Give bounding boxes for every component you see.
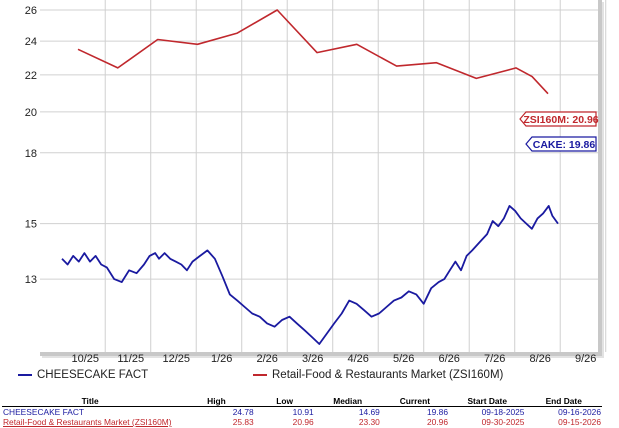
legend-label-market: Retail-Food & Restaurants Market (ZSI160… bbox=[272, 369, 504, 381]
end-labels: ZSI160M: 20.96 CAKE: 19.86 bbox=[519, 111, 599, 152]
x-tick-label: 12/25 bbox=[162, 353, 190, 365]
x-tick-label: 5/26 bbox=[393, 353, 414, 365]
row-end: 09-16-2026 bbox=[525, 406, 602, 417]
col-low: Low bbox=[276, 396, 294, 406]
row-high: 25.83 bbox=[232, 417, 254, 427]
x-tick-label: 3/26 bbox=[302, 353, 323, 365]
summary-table: Title High Low Median Current Start Date… bbox=[2, 396, 602, 427]
table-row: Retail-Food & Restaurants Market (ZSI160… bbox=[2, 417, 602, 427]
x-tick-label: 1/26 bbox=[211, 353, 232, 365]
series-lines bbox=[61, 9, 559, 345]
col-median: Median bbox=[333, 396, 363, 406]
col-title: Title bbox=[81, 396, 99, 406]
x-tick-label: 2/26 bbox=[257, 353, 278, 365]
legend-item-market: Retail-Food & Restaurants Market (ZSI160… bbox=[253, 368, 503, 382]
row-title: CHEESECAKE FACT bbox=[2, 406, 179, 417]
y-tick-label: 18 bbox=[25, 148, 37, 160]
col-high: High bbox=[207, 396, 226, 406]
col-current: Current bbox=[399, 396, 430, 406]
end-label-text: ZSI160M: 20.96 bbox=[523, 114, 598, 126]
row-current: 20.96 bbox=[427, 417, 448, 427]
series-line-cake bbox=[61, 204, 559, 345]
row-end: 09-15-2026 bbox=[558, 417, 601, 427]
x-tick-label: 11/25 bbox=[117, 353, 144, 365]
end-label-box bbox=[525, 136, 597, 152]
x-tick-label: 9/26 bbox=[575, 353, 596, 365]
row-low: 10.91 bbox=[254, 406, 315, 417]
y-tick-label: 24 bbox=[25, 36, 37, 48]
y-axis-ticks: 13 15 18 20 22 24 26 bbox=[25, 5, 37, 286]
table-header-row: Title High Low Median Current Start Date… bbox=[2, 396, 602, 407]
x-tick-label: 6/26 bbox=[439, 353, 460, 365]
legend-label-cake: CHEESECAKE FACT bbox=[37, 369, 149, 381]
col-end-date: End Date bbox=[545, 396, 582, 406]
col-start-date: Start Date bbox=[467, 396, 507, 406]
row-median: 23.30 bbox=[358, 417, 380, 427]
series-line-market bbox=[77, 9, 549, 95]
x-axis-ticks: 10/25 11/25 12/25 1/26 2/26 3/26 4/26 5/26 6/26 7… bbox=[71, 353, 596, 365]
row-high: 24.78 bbox=[178, 406, 255, 417]
x-tick-label: 8/26 bbox=[530, 353, 551, 365]
end-label-text: CAKE: 19.86 bbox=[533, 139, 596, 151]
legend-item-cake: CHEESECAKE FACT bbox=[18, 368, 148, 382]
row-low: 20.96 bbox=[292, 417, 314, 427]
legend-swatch-cake bbox=[18, 374, 32, 376]
row-start: 09-18-2025 bbox=[448, 406, 526, 417]
row-start: 09-30-2025 bbox=[481, 417, 525, 427]
end-label-box bbox=[519, 111, 597, 127]
y-tick-label: 20 bbox=[25, 107, 37, 119]
x-tick-label: 4/26 bbox=[348, 353, 369, 365]
plot-frame bbox=[40, 0, 602, 356]
gridlines bbox=[40, 0, 607, 352]
y-tick-label: 15 bbox=[25, 219, 37, 231]
x-tick-label: 10/25 bbox=[71, 353, 99, 365]
row-current: 19.86 bbox=[380, 406, 449, 417]
y-tick-label: 22 bbox=[25, 70, 37, 82]
y-tick-label: 26 bbox=[25, 5, 37, 17]
legend-swatch-market bbox=[253, 374, 267, 376]
x-tick-label: 7/26 bbox=[484, 353, 505, 365]
row-title: Retail-Food & Restaurants Market (ZSI160… bbox=[3, 417, 172, 427]
end-label-market: ZSI160M: 20.96 bbox=[519, 111, 599, 127]
row-median: 14.69 bbox=[314, 406, 381, 417]
y-tick-label: 13 bbox=[25, 274, 37, 286]
end-label-cake: CAKE: 19.86 bbox=[525, 136, 597, 152]
table-row: CHEESECAKE FACT 24.78 10.91 14.69 19.86 … bbox=[2, 406, 602, 417]
